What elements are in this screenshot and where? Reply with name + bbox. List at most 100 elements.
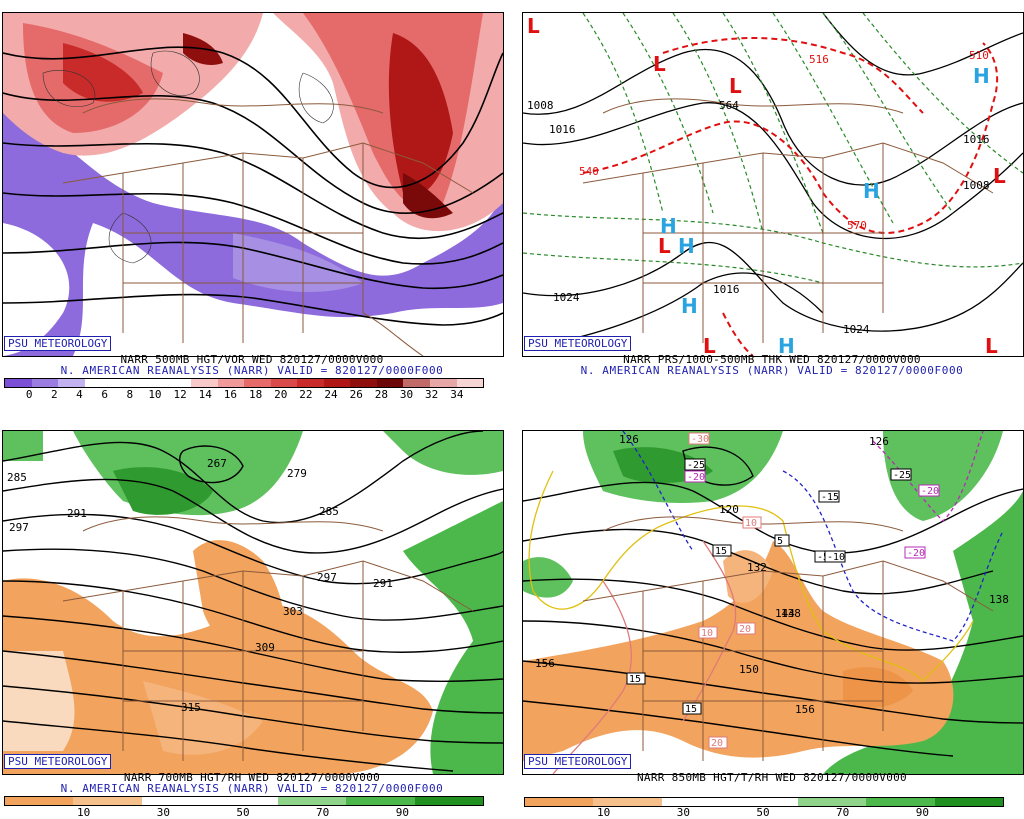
psu-meteorology-badge: PSU METEOROLOGY (4, 336, 112, 351)
map-title-line: NARR 850MB HGT/T/RH WED 820127/0000V000 (637, 771, 907, 784)
svg-text:150: 150 (739, 663, 759, 676)
scale-label: 26 (349, 388, 363, 401)
svg-text:570: 570 (847, 219, 867, 232)
scale-label: 90 (395, 806, 409, 819)
colorbar-swatch (414, 797, 483, 805)
svg-text:-25: -25 (687, 460, 705, 471)
svg-text:L: L (653, 52, 666, 76)
colorbar-swatch (323, 379, 351, 387)
svg-text:120: 120 (719, 503, 739, 516)
map-500mb (2, 12, 504, 357)
scale-label: 10 (597, 806, 611, 819)
svg-text:315: 315 (181, 701, 201, 714)
svg-text:1024: 1024 (553, 291, 580, 304)
svg-text:309: 309 (255, 641, 275, 654)
scale-label: 2 (51, 388, 58, 401)
map-valid-line: N. AMERICAN REANALYSIS (NARR) VALID = 82… (60, 364, 444, 377)
colorbar-swatch (729, 798, 799, 806)
rh-scale-labels: 10 30 50 70 90 (524, 806, 1002, 819)
svg-text:H: H (973, 64, 990, 88)
svg-text:156: 156 (795, 703, 815, 716)
svg-text:L: L (729, 74, 742, 98)
svg-text:-10: -10 (827, 552, 845, 563)
scale-label: 0 (25, 388, 33, 401)
svg-text:267: 267 (207, 457, 227, 470)
colorbar-swatch (430, 379, 457, 387)
psu-meteorology-badge: PSU METEOROLOGY (4, 754, 112, 769)
svg-text:-30: -30 (691, 434, 709, 445)
map-700mb: 285 291 297 267 279 285 297 303 309 315 … (2, 430, 504, 775)
svg-text:L: L (993, 164, 1006, 188)
svg-text:1008: 1008 (963, 179, 990, 192)
svg-text:126: 126 (619, 433, 639, 446)
colorbar-swatch (934, 798, 1003, 806)
map-valid-line: N. AMERICAN REANALYSIS (NARR) VALID = 82… (60, 782, 444, 795)
map-valid-line: N. AMERICAN REANALYSIS (NARR) VALID = 82… (580, 364, 964, 377)
svg-text:564: 564 (719, 99, 739, 112)
svg-text:303: 303 (283, 605, 303, 618)
vorticity-scale-labels: 0 2 4 6 8 10 12 14 16 18 20 22 24 26 28 30 32 34 (4, 388, 482, 401)
colorbar-swatch (376, 379, 404, 387)
svg-text:H: H (863, 179, 880, 203)
scale-label: 28 (374, 388, 388, 401)
svg-text:297: 297 (317, 571, 337, 584)
map-title-line: NARR 700MB HGT/RH WED 820127/0000V000 (123, 771, 381, 784)
colorbar-swatch (456, 379, 484, 387)
scale-label: 8 (126, 388, 134, 401)
colorbar-swatch (525, 798, 594, 806)
scale-label: 50 (236, 806, 250, 819)
svg-text:156: 156 (535, 657, 555, 670)
colorbar-swatch (111, 379, 138, 387)
colorbar-swatch (270, 379, 298, 387)
scale-label: 10 (148, 388, 162, 401)
svg-text:1008: 1008 (527, 99, 554, 112)
scale-label: 30 (399, 388, 414, 401)
svg-text:138: 138 (989, 593, 1009, 606)
svg-text:516: 516 (809, 53, 829, 66)
map-title-line: NARR 500MB HGT/VOR WED 820127/0000V000 (120, 353, 384, 366)
svg-text:L: L (703, 334, 716, 356)
colorbar-swatch (278, 797, 347, 805)
scale-label: 24 (324, 388, 338, 401)
colorbar-swatch (798, 798, 867, 806)
scale-label: 16 (223, 388, 238, 401)
svg-text:1016: 1016 (713, 283, 740, 296)
svg-text:297: 297 (9, 521, 29, 534)
colorbar-swatch (209, 797, 279, 805)
svg-text:-20: -20 (907, 548, 925, 559)
colorbar-swatch (31, 379, 59, 387)
panel-pressure-thickness: L L L L L L L H H H H H H 1008 1016 1024… (520, 0, 1024, 400)
svg-text:H: H (778, 334, 795, 356)
svg-text:20: 20 (711, 738, 723, 749)
svg-text:20: 20 (739, 624, 751, 635)
colorbar-swatch (350, 379, 377, 387)
map-title-line: NARR PRS/1000-500MB THK WED 820127/0000V… (623, 353, 921, 366)
svg-text:285: 285 (319, 505, 339, 518)
scale-label: 30 (156, 806, 170, 819)
colorbar-swatch (73, 797, 142, 805)
scale-label: 18 (248, 388, 263, 401)
colorbar-swatch (137, 379, 165, 387)
map-850mb: 126 120 132 138 144 150 156 156 138 126 … (522, 430, 1024, 775)
colorbar-swatch (593, 798, 662, 806)
svg-text:-15: -15 (821, 492, 839, 503)
svg-text:L: L (658, 234, 671, 258)
vorticity-colorbar (4, 378, 484, 388)
svg-text:285: 285 (7, 471, 27, 484)
map-pressure-thickness: L L L L L L L H H H H H H 1008 1016 1024… (522, 12, 1024, 357)
svg-text:H: H (660, 214, 677, 238)
svg-text:132: 132 (747, 561, 767, 574)
svg-text:1016: 1016 (963, 133, 990, 146)
rh-colorbar (524, 797, 1004, 807)
svg-text:540: 540 (579, 165, 599, 178)
scale-label: 20 (274, 388, 288, 401)
scale-label: 6 (101, 388, 108, 401)
svg-text:291: 291 (373, 577, 393, 590)
svg-text:279: 279 (287, 467, 307, 480)
svg-text:L: L (527, 14, 540, 38)
svg-text:H: H (681, 294, 698, 318)
psu-meteorology-badge: PSU METEOROLOGY (524, 336, 632, 351)
colorbar-swatch (346, 797, 415, 805)
colorbar-swatch (297, 379, 324, 387)
svg-text:126: 126 (869, 435, 889, 448)
